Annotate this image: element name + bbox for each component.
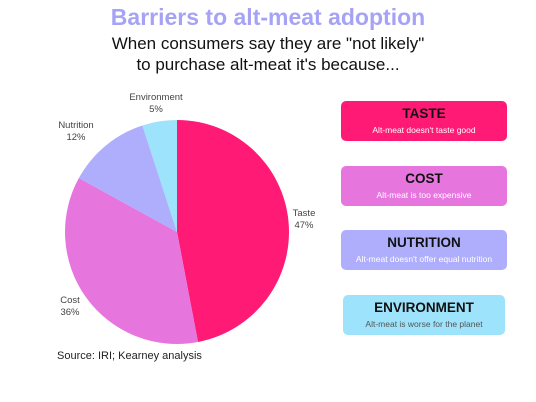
- pie-slice-cost: [65, 178, 198, 344]
- reason-box-nutrition: NUTRITION Alt-meat doesn't offer equal n…: [341, 230, 507, 270]
- chart-subtitle: When consumers say they are "not likely"…: [0, 33, 536, 75]
- slice-value-nutrition: 12%: [66, 132, 86, 143]
- reason-desc-taste: Alt-meat doesn't taste good: [372, 125, 476, 135]
- reason-box-environment: ENVIRONMENT Alt-meat is worse for the pl…: [343, 295, 505, 335]
- reason-title-taste: TASTE: [402, 106, 446, 121]
- slice-label-cost: Cost: [60, 295, 80, 306]
- slice-value-taste: 47%: [294, 220, 314, 231]
- reason-desc-nutrition: Alt-meat doesn't offer equal nutrition: [355, 254, 493, 264]
- slice-label-environment: Environment: [129, 92, 183, 103]
- slice-value-environment: 5%: [149, 104, 163, 115]
- reason-title-cost: COST: [405, 171, 443, 186]
- slice-value-cost: 36%: [60, 307, 80, 318]
- slice-label-nutrition: Nutrition: [58, 120, 93, 131]
- reason-title-nutrition: NUTRITION: [387, 235, 461, 250]
- reason-desc-cost: Alt-meat is too expensive: [376, 190, 472, 200]
- reason-box-cost: COST Alt-meat is too expensive: [341, 166, 507, 206]
- pie-slice-environment: [142, 120, 177, 232]
- chart-title: Barriers to alt-meat adoption: [110, 4, 426, 30]
- pie-slice-nutrition: [78, 125, 177, 232]
- reason-box-taste: TASTE Alt-meat doesn't taste good: [341, 101, 507, 141]
- reason-title-environment: ENVIRONMENT: [374, 300, 474, 315]
- source-note: Source: IRI; Kearney analysis: [57, 350, 202, 362]
- subtitle-line-1: When consumers say they are "not likely": [111, 34, 425, 53]
- slice-label-taste: Taste: [293, 208, 316, 219]
- subtitle-line-2: to purchase alt-meat it's because...: [136, 55, 400, 74]
- pie-slice-taste: [177, 120, 290, 343]
- reason-desc-environment: Alt-meat is worse for the planet: [365, 319, 483, 329]
